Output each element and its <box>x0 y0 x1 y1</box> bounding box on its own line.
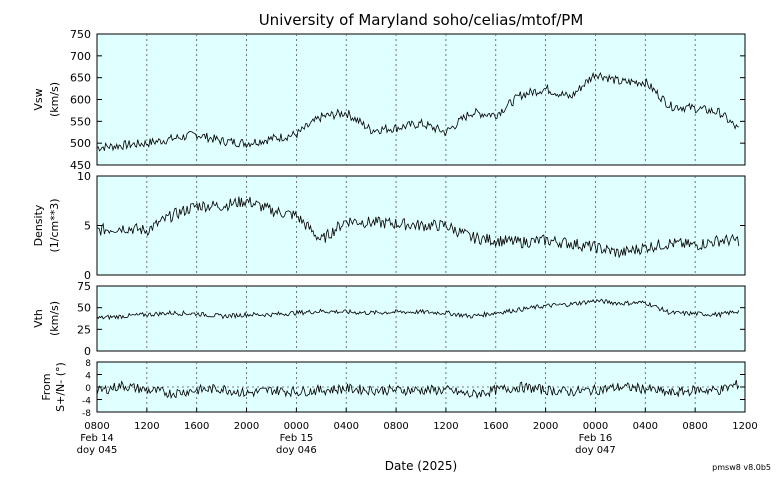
y-tick-label: 650 <box>70 72 91 85</box>
doy-label: doy 046 <box>276 445 317 456</box>
y-tick-label: 700 <box>70 50 91 63</box>
version-label: pmsw8 v8.0b5 <box>712 463 771 472</box>
y-axis-unit: (1/cm**3) <box>48 198 61 252</box>
panel-vth: 0 25 50 75 Vth (km/s) <box>32 280 746 358</box>
series-line-vsw <box>96 71 739 152</box>
x-tick-label: 2000 <box>234 421 259 432</box>
y-tick-label: 10 <box>77 170 91 183</box>
y-axis-unit: (km/s) <box>48 301 61 336</box>
date-label: Feb 16 <box>579 433 613 444</box>
x-axis: 0800 1200 1600 2000 0000 0400 0800 1200 1600 2000… <box>77 408 758 456</box>
x-tick-label: 0800 <box>84 421 109 432</box>
y-axis-unit: S+/N- (°) <box>54 362 67 412</box>
x-tick-label: 1600 <box>483 421 508 432</box>
series-line-flow <box>96 379 740 400</box>
y-tick-label: 750 <box>70 28 91 41</box>
y-axis-label: Vsw <box>32 88 45 110</box>
x-tick-label: 0000 <box>583 421 608 432</box>
panel-vsw: 450 500 550 600 650 700 750 Vsw (km/s) <box>32 28 746 172</box>
x-tick-label: 2000 <box>533 421 558 432</box>
x-tick-label: 1600 <box>184 421 209 432</box>
y-tick-label: 75 <box>77 280 91 293</box>
panel-flow: -8 -4 0 4 8 From S+/N- (°) <box>40 359 746 419</box>
y-tick-label: 500 <box>70 137 91 150</box>
panel-background <box>96 33 746 166</box>
doy-label: doy 045 <box>77 445 118 456</box>
x-tick-label: 1200 <box>732 421 757 432</box>
y-tick-label: 8 <box>85 359 91 369</box>
y-tick-label: 5 <box>84 220 91 233</box>
y-tick-label: 25 <box>77 323 91 336</box>
date-label: Feb 14 <box>80 433 114 444</box>
series-line-density <box>96 196 740 259</box>
y-tick-label: 50 <box>77 302 91 315</box>
x-tick-label: 0800 <box>682 421 707 432</box>
y-tick-label: 450 <box>70 159 91 172</box>
y-axis-label: From <box>40 373 53 400</box>
y-tick-label: -8 <box>82 409 91 419</box>
panel-density: 0 5 10 Density (1/cm**3) <box>32 170 746 282</box>
date-label: Feb 15 <box>280 433 314 444</box>
y-axis-label: Vth <box>32 309 45 328</box>
y-tick-label: 550 <box>70 115 91 128</box>
y-axis-unit: (km/s) <box>48 82 61 117</box>
x-tick-label: 0400 <box>334 421 359 432</box>
x-tick-label: 0800 <box>383 421 408 432</box>
y-tick-label: 0 <box>84 269 91 282</box>
y-tick-label: 0 <box>84 345 91 358</box>
series-line-vth <box>96 298 740 321</box>
y-tick-label: -4 <box>82 397 91 407</box>
doy-label: doy 047 <box>575 445 616 456</box>
chart-title: University of Maryland soho/celias/mtof/… <box>259 11 584 29</box>
x-tick-label: 1200 <box>433 421 458 432</box>
panel-background <box>96 175 746 276</box>
y-tick-label: 600 <box>70 94 91 107</box>
panel-background <box>96 285 746 352</box>
y-axis-label: Density <box>32 204 45 246</box>
x-tick-label: 0400 <box>633 421 658 432</box>
x-axis-label: Date (2025) <box>385 459 457 473</box>
y-tick-label: 4 <box>85 372 91 382</box>
x-tick-label: 1200 <box>134 421 159 432</box>
x-tick-label: 0000 <box>284 421 309 432</box>
y-tick-label: 0 <box>85 384 91 394</box>
